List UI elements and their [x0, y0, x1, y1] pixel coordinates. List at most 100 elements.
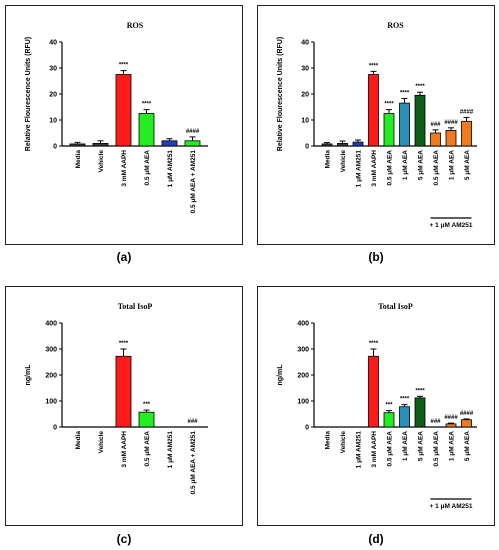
- significance-label: ####: [460, 411, 474, 417]
- y-tick-label: 30: [301, 66, 309, 73]
- y-tick-label: 30: [49, 66, 57, 73]
- x-tick-label: Media: [325, 150, 332, 169]
- significance-label: ###: [430, 122, 441, 128]
- bar: [414, 397, 426, 428]
- significance-label: ###: [187, 419, 198, 425]
- chart-title: ROS: [127, 21, 144, 30]
- x-tick-label: 3 mM AAPH: [371, 431, 378, 468]
- x-tick-label: 5 μM AEA: [418, 431, 425, 461]
- bar: [461, 120, 472, 147]
- y-tick-label: 0: [53, 144, 57, 151]
- x-tick-label: Media: [75, 150, 82, 169]
- x-tick-label: 1 μM AM251: [356, 150, 363, 188]
- panel-label-b: (b): [368, 250, 384, 264]
- y-axis-label: Relative Flourescence Units (RFU): [25, 37, 32, 151]
- significance-label: ###: [430, 419, 441, 425]
- x-tick-label: 1 μM AM251: [167, 431, 174, 469]
- x-tick-label: 5 μM AEA: [418, 150, 425, 180]
- significance-label: ****: [119, 63, 129, 69]
- bar: [383, 412, 395, 428]
- x-tick-label: Vehicle: [340, 150, 347, 173]
- significance-label: ****: [384, 102, 394, 108]
- significance-label: ####: [460, 109, 474, 115]
- bar: [337, 142, 348, 147]
- significance-label: ****: [142, 102, 152, 108]
- significance-label: ****: [415, 84, 425, 90]
- panel-d: Total IsoP 0 100 200 300 400 ng/mL Media Vehicle…: [257, 286, 495, 526]
- bar: [399, 406, 410, 428]
- significance-label: ***: [143, 402, 151, 408]
- panel-label-d: (d): [368, 532, 384, 546]
- bar: [430, 132, 441, 147]
- significance-label: ****: [415, 388, 425, 394]
- significance-label: ####: [444, 415, 458, 421]
- x-tick-label: 3 mM AAPH: [121, 431, 128, 468]
- x-tick-label: 1 μM AM251: [356, 431, 363, 469]
- group-label: + 1 μM AM251: [430, 503, 473, 510]
- y-tick-label: 100: [297, 399, 309, 406]
- panel-b: ROS 0 10 20 30 40 Relative Flourescence Units …: [257, 5, 495, 245]
- significance-label: ****: [119, 341, 129, 347]
- chart-d: Total IsoP 0 100 200 300 400 ng/mL Media Vehicle…: [277, 302, 477, 510]
- y-tick-label: 0: [305, 144, 309, 151]
- x-tick-label: 1 μM AEA: [449, 431, 456, 461]
- y-axis-label: Relative Flourescence Units (RFU): [277, 37, 284, 151]
- x-tick-label: Media: [75, 431, 82, 450]
- panel-label-a: (a): [116, 250, 132, 264]
- y-tick-label: 0: [305, 425, 309, 432]
- significance-label: ****: [400, 397, 410, 403]
- y-tick-label: 300: [45, 347, 57, 354]
- y-axis-label: ng/mL: [25, 364, 32, 386]
- y-tick-label: 300: [297, 347, 309, 354]
- x-tick-label: 3 mM AAPH: [371, 150, 378, 187]
- chart-c: Total IsoP 0 100 200 300 400 ng/mL Media Vehicle…: [25, 302, 208, 495]
- chart-a: ROS 0 10 20 30 40 Relative Flourescence Units …: [25, 21, 208, 213]
- bar: [461, 419, 472, 428]
- x-tick-label: 5 μM AEA: [464, 150, 471, 180]
- bar: [92, 142, 109, 147]
- bar: [184, 140, 201, 147]
- chart-title: ROS: [387, 21, 404, 30]
- x-tick-label: 0.5 μM AEA: [387, 150, 394, 186]
- bar: [352, 141, 364, 147]
- x-tick-label: 1 μM AM251: [167, 150, 174, 188]
- x-tick-label: 0.5 μM AEA: [387, 431, 394, 467]
- y-tick-label: 20: [49, 92, 57, 99]
- x-tick-label: 0.5 μM AEA + AM251: [190, 431, 197, 495]
- bar: [383, 113, 395, 147]
- x-tick-label: Media: [325, 431, 332, 450]
- bar: [161, 140, 178, 147]
- x-tick-label: 3 mM AAPH: [121, 150, 128, 187]
- significance-label: ***: [385, 403, 393, 409]
- x-tick-label: 0.5 μM AEA: [144, 150, 151, 186]
- x-tick-label: 0.5 μM AEA: [144, 431, 151, 467]
- chart-b: ROS 0 10 20 30 40 Relative Flourescence Units …: [277, 21, 477, 229]
- x-tick-label: 0.5 μM AEA: [433, 150, 440, 186]
- x-tick-label: 1 μM AEA: [402, 431, 409, 461]
- bar: [138, 411, 155, 428]
- bar: [368, 355, 379, 428]
- bar: [321, 143, 333, 147]
- significance-label: ####: [444, 120, 458, 126]
- bar: [115, 74, 132, 147]
- bar: [138, 113, 155, 147]
- x-tick-label: 0.5 μM AEA: [433, 431, 440, 467]
- bar: [399, 102, 410, 147]
- panel-c: Total IsoP 0 100 200 300 400 ng/mL Media Vehicle…: [5, 286, 243, 526]
- x-tick-label: Vehicle: [98, 150, 105, 173]
- significance-label: ****: [369, 63, 379, 69]
- panel-a: ROS 0 10 20 30 40 Relative Flourescence Units …: [5, 5, 243, 245]
- y-tick-label: 0: [53, 425, 57, 432]
- significance-label: ****: [400, 90, 410, 96]
- bar: [414, 94, 426, 147]
- y-tick-label: 400: [45, 321, 57, 328]
- bar: [115, 355, 132, 428]
- chart-title: Total IsoP: [378, 302, 413, 311]
- x-tick-label: 1 μM AEA: [449, 150, 456, 180]
- group-label: + 1 μM AM251: [430, 222, 473, 229]
- significance-label: ####: [186, 129, 200, 135]
- panel-label-c: (c): [116, 532, 132, 546]
- y-tick-label: 200: [297, 373, 309, 380]
- y-tick-label: 200: [45, 373, 57, 380]
- y-axis-label: ng/mL: [277, 364, 284, 386]
